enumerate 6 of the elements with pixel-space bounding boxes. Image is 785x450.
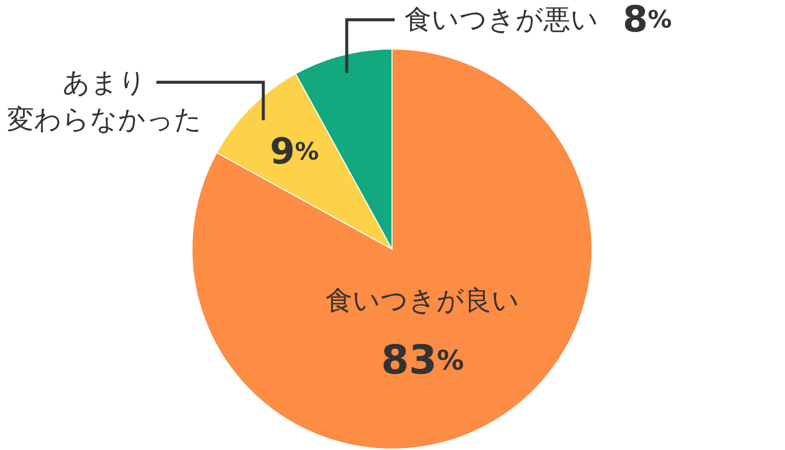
slice-label: 食いつきが悪い (404, 4, 599, 36)
slice-label: 食いつきが良い (326, 285, 520, 316)
data-label: 9% (270, 130, 319, 172)
slice-label: あまり変わらなかった (6, 66, 202, 136)
data-label: 8% (622, 0, 672, 40)
data-label: 83% (381, 338, 464, 384)
